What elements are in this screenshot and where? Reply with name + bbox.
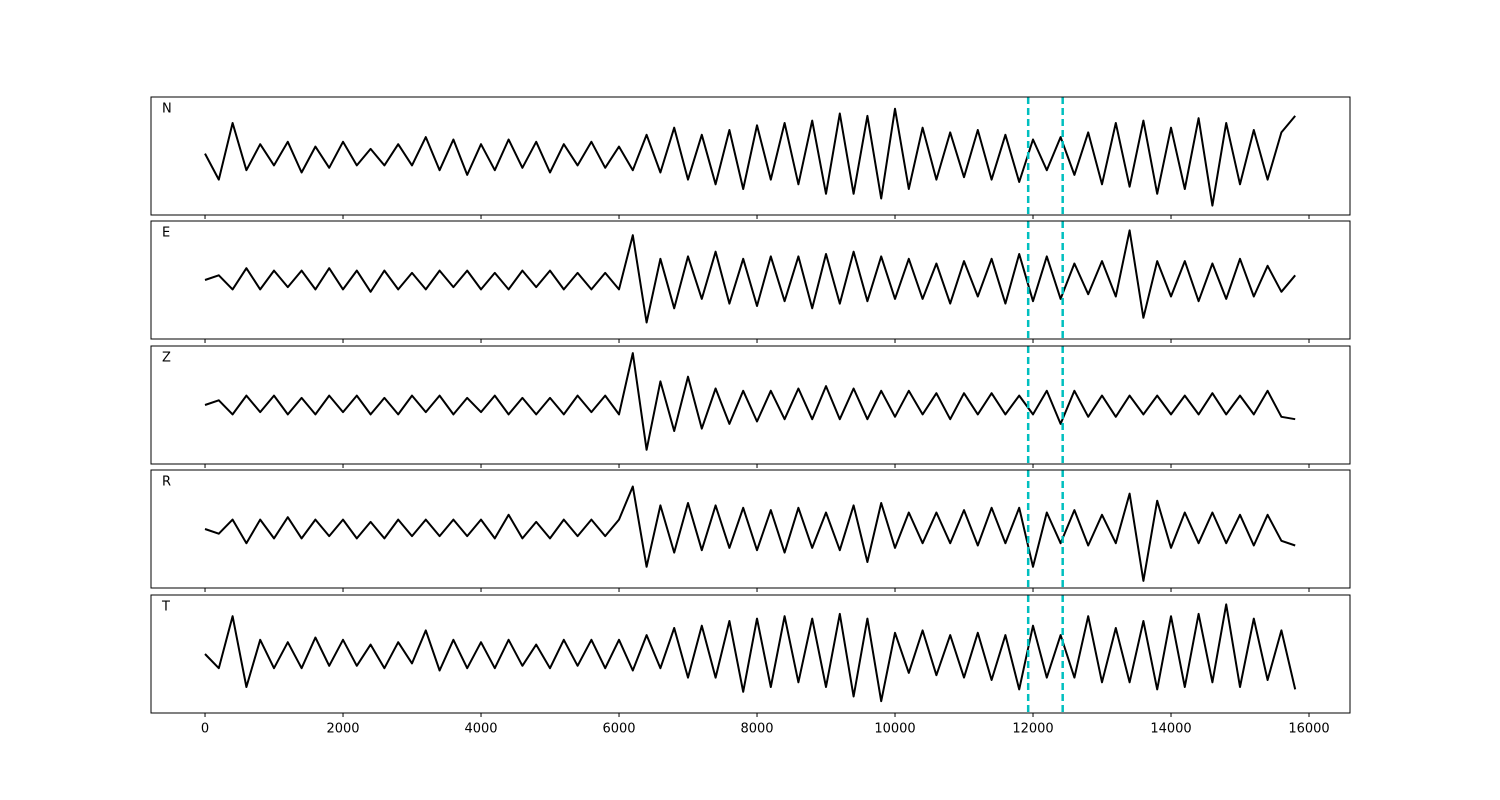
waveform	[204, 603, 1297, 703]
x-tick-label: 10000	[874, 722, 915, 737]
waveform	[204, 107, 1296, 207]
x-tick-label: 4000	[464, 722, 497, 737]
waveform	[204, 229, 1296, 324]
x-tick-label: 16000	[1288, 722, 1329, 737]
x-tick-label: 0	[201, 722, 209, 737]
x-tick-label: 12000	[1012, 722, 1053, 737]
x-tick-label: 2000	[326, 722, 359, 737]
panel-frame	[150, 469, 1351, 589]
panel-label: E	[162, 226, 170, 241]
panel-label: T	[161, 600, 170, 615]
x-tick-label: 14000	[1150, 722, 1191, 737]
x-tick-label: 8000	[740, 722, 773, 737]
panel-label: N	[162, 102, 172, 117]
panel-frame	[150, 594, 1351, 714]
x-tick-label: 6000	[602, 722, 635, 737]
panel-label: Z	[162, 351, 171, 366]
waveform	[204, 485, 1296, 582]
panel-frame	[150, 220, 1351, 340]
waveform	[204, 352, 1296, 451]
panel-frame	[150, 345, 1351, 465]
panel-label: R	[162, 475, 171, 490]
panel-frame	[150, 96, 1351, 216]
